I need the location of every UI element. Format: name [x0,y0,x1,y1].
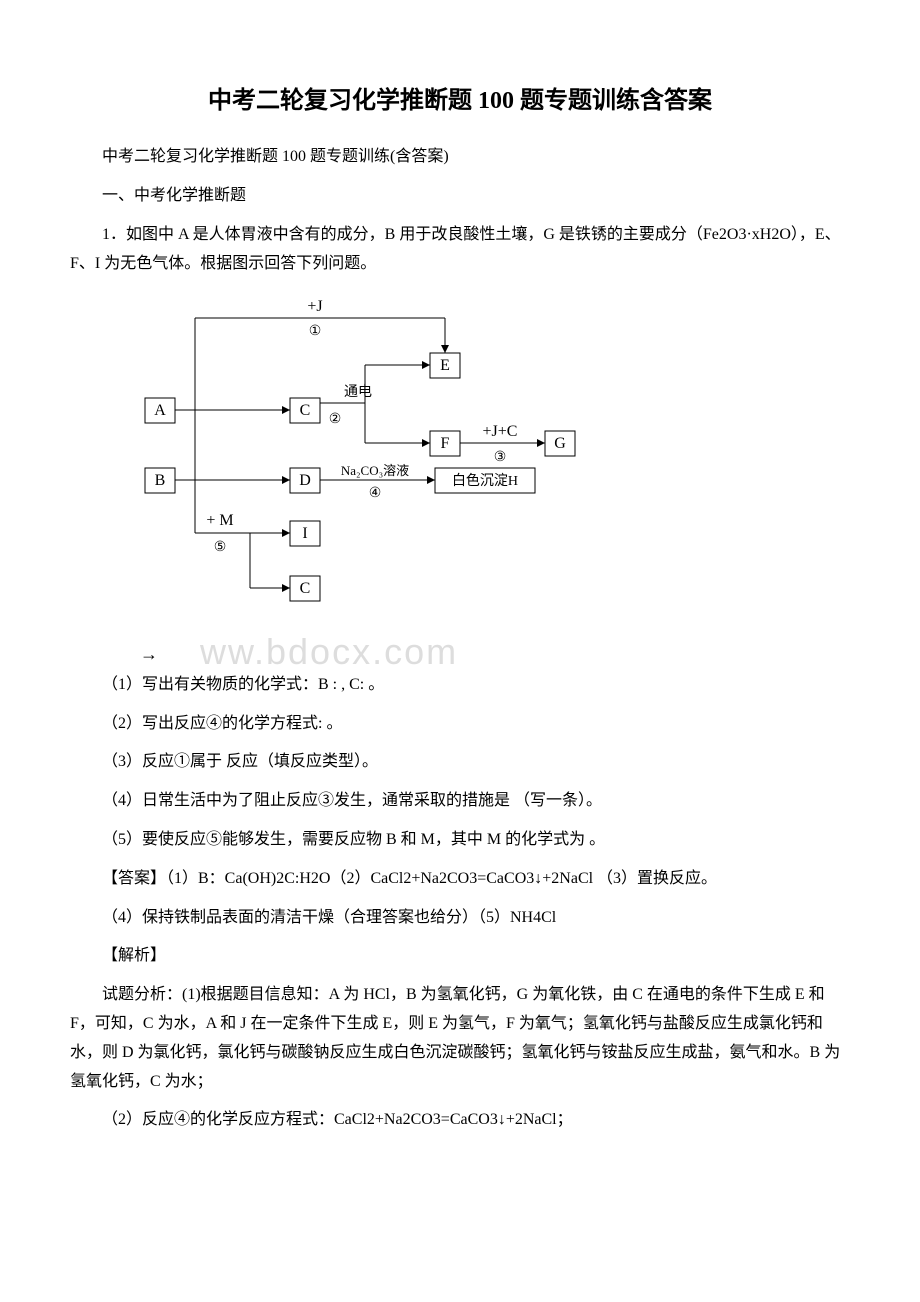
section-header: 一、中考化学推断题 [70,182,850,211]
box-a: A [154,402,166,419]
label-plus-m: + M [206,512,233,529]
main-title: 中考二轮复习化学推断题 100 题专题训练含答案 [70,80,850,123]
explanation-header: 【解析】 [70,942,850,971]
box-c2: C [300,580,311,597]
label-circ4: ④ [369,486,382,501]
answer-header: 【答案】（1）B：Ca(OH)2C:H2O（2）CaCl2+Na2CO3=CaC… [70,865,850,894]
question-3: （3）反应①属于 反应（填反应类型）。 [70,748,850,777]
label-circ5: ⑤ [214,540,227,555]
box-h: 白色沉淀H [452,472,518,489]
question-intro: 1．如图中 A 是人体胃液中含有的成分，B 用于改良酸性土壤，G 是铁锈的主要成… [70,221,850,279]
subtitle-text: 中考二轮复习化学推断题 100 题专题训练(含答案) [70,143,850,172]
label-condition2: 通电 [344,384,372,400]
box-i: I [302,525,307,542]
label-plus-jc: +J+C [483,423,518,440]
label-plus-j: +J [307,298,322,315]
question-4: （4）日常生活中为了阻止反应③发生，通常采取的措施是 （写一条）。 [70,787,850,816]
explanation-2: （2）反应④的化学反应方程式：CaCl2+Na2CO3=CaCO3↓+2NaCl… [70,1106,850,1135]
question-1: （1）写出有关物质的化学式：B : , C: 。 [70,671,850,700]
box-c: C [300,402,311,419]
explanation-1: 试题分析：(1)根据题目信息知：A 为 HCl，B 为氢氧化钙，G 为氧化铁，由… [70,981,850,1096]
box-b: B [155,472,166,489]
label-circ1: ① [309,324,322,339]
label-circ3: ③ [494,450,507,465]
box-d: D [299,472,311,489]
question-5: （5）要使反应⑤能够发生，需要反应物 B 和 M，其中 M 的化学式为 。 [70,826,850,855]
reaction-diagram: A B +J ① C 通电 ② E F +J+C ③ G D [140,293,660,623]
arrow-symbol: → [140,638,850,670]
box-f: F [441,435,450,452]
label-reagent4: Na₂CO₃溶液 [341,463,409,478]
box-g: G [554,435,566,452]
question-2: （2）写出反应④的化学方程式: 。 [70,710,850,739]
box-e: E [440,357,450,374]
label-circ2: ② [329,412,342,427]
answer-4: （4）保持铁制品表面的清洁干燥（合理答案也给分）（5）NH4Cl [70,904,850,933]
